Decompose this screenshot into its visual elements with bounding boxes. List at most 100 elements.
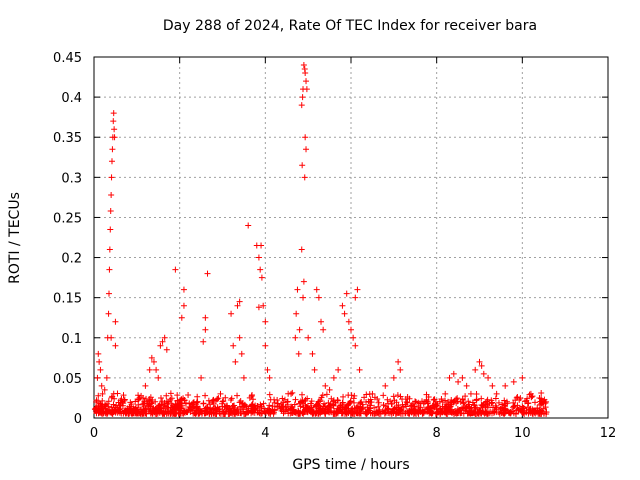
data-point [369,390,376,397]
data-point [309,350,316,357]
data-point [159,338,166,345]
data-point [107,226,114,233]
data-point [157,342,164,349]
data-point [455,378,462,385]
data-point [294,286,301,293]
data-point [335,366,342,373]
data-point [292,334,299,341]
data-point [228,310,235,317]
data-point [255,254,262,261]
data-point [236,298,243,305]
data-point [198,374,205,381]
data-point [463,382,470,389]
data-point [348,326,354,333]
data-point [163,346,170,353]
data-point [450,370,457,377]
data-point [111,126,118,133]
data-point [110,110,117,117]
y-tick-label: 0.2 [61,252,82,267]
data-point [258,242,265,249]
data-point [467,390,474,397]
data-point [354,286,361,293]
data-point [350,334,357,341]
data-point [390,374,397,381]
data-point [341,310,348,317]
x-tick-label: 0 [90,426,98,441]
data-point [180,302,187,309]
data-point [200,338,207,345]
data-point [485,374,492,381]
data-point [96,358,103,365]
data-point [502,382,509,389]
data-point [108,334,115,341]
data-point [320,326,327,333]
data-point [148,354,155,361]
data-point [103,374,110,381]
data-point [172,266,179,273]
data-point [296,326,303,333]
y-tick-label: 0.1 [61,332,82,347]
y-tick-label: 0.35 [53,131,82,146]
data-point [536,394,543,401]
data-point [318,318,325,325]
data-point [202,326,209,333]
data-point [236,334,243,341]
data-point [300,278,307,285]
data-point [105,310,112,317]
x-tick-label: 10 [514,426,531,441]
data-point [322,382,329,389]
data-point [302,134,309,141]
data-point [155,374,162,381]
data-point [510,378,517,385]
data-point [105,290,112,297]
data-point [98,382,105,389]
data-point [153,366,160,373]
x-tick-label: 2 [176,426,184,441]
data-point [300,62,307,69]
data-point [257,266,264,273]
data-point [258,274,265,281]
chart-title: Day 288 of 2024, Rate Of TEC Index for r… [162,18,538,34]
y-tick-label: 0.4 [61,91,82,106]
data-point [99,390,106,397]
data-point [303,146,310,153]
data-point [395,358,402,365]
data-point [180,286,187,293]
data-point [288,390,295,397]
data-point [352,294,359,301]
data-point [262,342,269,349]
data-point [97,366,104,373]
data-point [343,290,350,297]
data-point [232,358,239,365]
data-point [305,334,312,341]
data-point [255,304,262,311]
data-point [489,382,496,389]
data-point [161,334,168,341]
data-point [266,374,273,381]
data-point [95,350,102,357]
y-tick-label: 0.45 [53,51,82,66]
data-point [303,86,310,93]
data-point [303,78,310,85]
data-point [234,302,241,309]
data-point [142,382,149,389]
data-point [150,358,157,365]
data-point [111,134,118,141]
data-point [146,366,153,373]
data-point [94,374,101,381]
data-point [109,146,116,153]
data-point [313,286,320,293]
data-point [299,162,306,169]
data-point [204,270,211,277]
data-point [202,314,209,321]
y-tick-label: 0.25 [53,211,82,226]
data-point [264,366,271,373]
y-tick-label: 0.3 [61,171,82,186]
data-point-cluster [91,389,550,417]
x-tick-label: 12 [600,426,617,441]
data-point [106,246,113,253]
data-point [293,310,300,317]
data-point [311,366,318,373]
data-point [425,398,432,405]
data-point [112,342,119,349]
